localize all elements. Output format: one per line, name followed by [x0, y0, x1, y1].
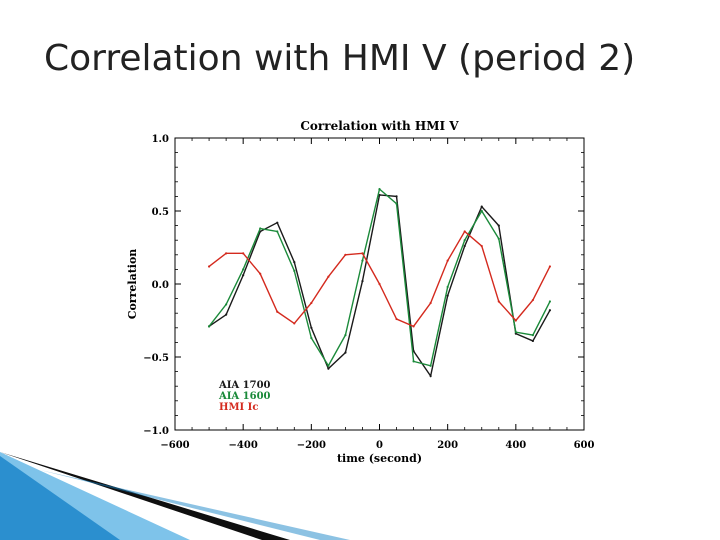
data-point-aia-1600: [310, 336, 313, 340]
data-point-aia-1700: [446, 294, 449, 297]
data-point-aia-1600: [514, 331, 517, 334]
data-point-aia-1600: [225, 303, 228, 306]
series-line-hmi-ic: [208, 230, 551, 328]
data-point-hmi-ic: [361, 252, 364, 255]
data-point-hmi-ic: [514, 319, 517, 322]
data-point-hmi-ic: [395, 317, 398, 321]
data-point-aia-1600: [497, 237, 500, 240]
data-point-hmi-ic: [429, 301, 432, 305]
data-point-aia-1600: [548, 300, 552, 303]
y-tick-label: 1.0: [152, 134, 169, 145]
data-point-aia-1600: [395, 202, 398, 205]
slide-title: Correlation with HMI V (period 2): [44, 38, 636, 79]
legend-entry: AIA 1600: [218, 391, 271, 402]
data-point-aia-1700: [480, 205, 483, 208]
chart-title: Correlation with HMI V: [300, 119, 459, 133]
data-point-hmi-ic: [207, 265, 211, 268]
y-tick-label: −0.5: [143, 353, 169, 364]
data-point-aia-1700: [497, 224, 500, 227]
series-line-aia-1600: [208, 187, 551, 368]
y-tick-label: −1.0: [143, 426, 169, 437]
data-point-hmi-ic: [242, 252, 245, 255]
x-tick-label: −200: [297, 440, 326, 451]
data-point-aia-1600: [293, 269, 296, 272]
data-point-aia-1700: [531, 339, 534, 343]
data-point-hmi-ic: [497, 300, 500, 303]
data-point-aia-1600: [327, 364, 330, 367]
data-point-hmi-ic: [293, 322, 296, 325]
data-point-aia-1600: [259, 227, 262, 230]
legend-entry: AIA 1700: [218, 380, 271, 391]
data-point-aia-1600: [276, 230, 279, 233]
data-point-aia-1700: [327, 367, 330, 370]
data-point-aia-1600: [378, 188, 381, 191]
data-point-hmi-ic: [412, 325, 415, 328]
data-point-aia-1600: [463, 239, 466, 242]
data-point-hmi-ic: [378, 282, 381, 286]
data-point-aia-1600: [480, 209, 483, 213]
data-point-aia-1700: [242, 274, 245, 277]
data-point-aia-1700: [310, 326, 313, 329]
data-point-hmi-ic: [310, 301, 313, 305]
data-point-hmi-ic: [531, 298, 534, 302]
data-point-aia-1700: [344, 351, 347, 354]
data-point-aia-1700: [548, 309, 552, 312]
data-point-hmi-ic: [480, 244, 483, 248]
y-tick-label: 0.5: [152, 207, 169, 218]
x-tick-label: 400: [505, 440, 526, 451]
y-axis-label: Correlation: [126, 249, 139, 320]
data-point-aia-1700: [225, 313, 228, 316]
x-tick-label: −600: [160, 440, 189, 451]
y-tick-label: 0.0: [152, 280, 169, 291]
data-point-hmi-ic: [446, 259, 449, 262]
data-point-aia-1600: [207, 325, 211, 328]
data-point-aia-1600: [412, 360, 415, 363]
data-point-aia-1700: [429, 374, 432, 378]
data-point-hmi-ic: [276, 310, 279, 313]
data-point-aia-1700: [293, 261, 296, 264]
x-tick-label: −400: [229, 440, 258, 451]
data-point-aia-1700: [361, 279, 364, 283]
x-tick-label: 200: [437, 440, 458, 451]
data-point-hmi-ic: [344, 253, 347, 256]
data-point-aia-1600: [361, 259, 364, 262]
data-point-aia-1600: [446, 285, 449, 289]
data-point-aia-1600: [531, 334, 534, 337]
data-point-hmi-ic: [259, 272, 262, 275]
data-point-hmi-ic: [225, 252, 228, 255]
data-point-hmi-ic: [463, 230, 466, 233]
x-tick-label: 0: [376, 440, 383, 451]
data-point-hmi-ic: [327, 275, 330, 278]
x-axis-label: time (second): [337, 452, 422, 465]
data-point-aia-1600: [344, 334, 347, 337]
data-point-hmi-ic: [548, 265, 552, 268]
data-point-aia-1700: [276, 221, 279, 224]
x-tick-label: 600: [574, 440, 595, 451]
data-point-aia-1700: [395, 195, 398, 198]
legend-entry: HMI Ic: [219, 402, 258, 413]
data-point-aia-1700: [463, 244, 466, 248]
data-point-aia-1600: [242, 268, 245, 271]
data-point-aia-1600: [429, 364, 432, 367]
